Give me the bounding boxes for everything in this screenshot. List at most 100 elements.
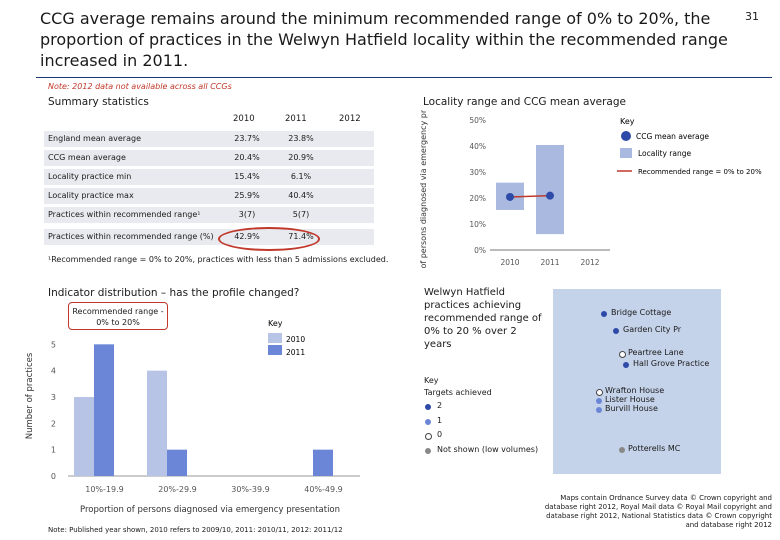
cell-value: 20.9% — [288, 153, 314, 162]
key-mean-swatch — [621, 131, 631, 141]
practice-label: Peartree Lane — [628, 348, 684, 357]
bottom-note: Note: Published year shown, 2010 refers … — [48, 526, 343, 534]
map-key-item: 0 — [437, 430, 443, 439]
cell-value: 20.4% — [234, 153, 260, 162]
indicator-heading: Indicator distribution – has the profile… — [48, 287, 300, 299]
indicator-bar-2011 — [313, 449, 333, 476]
indicator-ylabel: Number of practices — [25, 352, 35, 439]
locality-mean-point — [546, 191, 554, 200]
locality-xtick: 2012 — [580, 258, 599, 267]
key-2010-swatch — [268, 333, 282, 343]
locality-range-bar — [536, 144, 564, 235]
practice-dot — [601, 311, 607, 317]
practice-label: Hall Grove Practice — [633, 359, 710, 368]
table-footnote: ¹Recommended range = 0% to 20%, practice… — [48, 255, 389, 264]
practice-dot — [619, 351, 626, 358]
col-header-2011: 2011 — [285, 114, 307, 124]
data-note: Note: 2012 data not available across all… — [48, 82, 232, 91]
indicator-ytick: 5 — [51, 340, 56, 349]
practice-dot — [613, 328, 619, 334]
indicator-bar-2010 — [147, 370, 167, 476]
practice-dot — [596, 407, 602, 413]
practice-label: Bridge Cottage — [611, 308, 672, 317]
page-number: 31 — [745, 10, 759, 23]
indicator-chart: Number of practices 0 1 2 3 4 5 10%-19.9 20%-29… — [20, 300, 380, 525]
col-header-2010: 2010 — [233, 114, 255, 124]
practice-label: Lister House — [605, 395, 655, 404]
locality-map: Bridge Cottage Garden City Pr Peartree L… — [553, 289, 721, 474]
map-key-item: 2 — [437, 401, 443, 410]
title-divider — [36, 77, 772, 78]
practice-dot — [623, 362, 629, 368]
locality-ytick: 50% — [469, 116, 486, 125]
row-label: Practices within recommended range (%) — [48, 232, 214, 241]
table-row: Locality practice min 15.4% 6.1% — [44, 169, 374, 185]
practice-label: Garden City Pr — [623, 325, 682, 334]
practice-dot — [619, 447, 625, 453]
recommended-range-callout: Recommended range - 0% to 20% — [68, 302, 168, 330]
locality-heading: Locality range and CCG mean average — [423, 96, 626, 108]
key-mean-label: CCG mean average — [636, 132, 709, 141]
row-label: Practices within recommended range¹ — [48, 210, 201, 219]
maps-credit: Maps contain Ordnance Survey data © Crow… — [544, 494, 772, 529]
table-row: Practices within recommended range¹ 3(7)… — [44, 207, 374, 223]
col-header-2012: 2012 — [339, 114, 361, 124]
locality-key-title: Key — [620, 117, 635, 126]
indicator-bar-2011 — [94, 344, 114, 476]
practice-dot — [596, 389, 603, 396]
indicator-xtick: 10%-19.9 — [85, 485, 123, 494]
practice-label: Wrafton House — [605, 386, 665, 395]
indicator-key-title: Key — [268, 319, 283, 328]
locality-ytick: 20% — [469, 194, 486, 203]
locality-ytick: 30% — [469, 168, 486, 177]
key-dot-not-shown — [425, 448, 431, 454]
key-dot-1 — [425, 419, 431, 425]
cell-value: 40.4% — [288, 191, 314, 200]
map-key-title: Key — [424, 376, 439, 385]
key-range-label: Locality range — [638, 149, 691, 158]
indicator-bar-2011 — [167, 449, 187, 476]
locality-mean-point — [506, 192, 514, 201]
table-row: Practices within recommended range (%) 4… — [44, 229, 374, 245]
key-dot-0 — [425, 433, 432, 440]
locality-ylabel: Proportion of persons diagnosed via emer… — [419, 110, 428, 270]
indicator-ytick: 2 — [51, 419, 56, 428]
row-label: England mean average — [48, 134, 141, 143]
locality-ytick: 10% — [469, 220, 486, 229]
summary-heading: Summary statistics — [48, 96, 149, 108]
indicator-ytick: 1 — [51, 446, 56, 455]
row-label: Locality practice max — [48, 191, 134, 200]
practice-label: Burvill House — [605, 404, 658, 413]
practice-dot — [596, 398, 602, 404]
indicator-bar-2010 — [74, 397, 94, 476]
cell-value: 6.1% — [290, 172, 312, 181]
row-label: CCG mean average — [48, 153, 126, 162]
table-row: CCG mean average 20.4% 20.9% — [44, 150, 374, 166]
indicator-chart-svg: Number of practices 0 1 2 3 4 5 10%-19.9 20%-29… — [25, 319, 360, 515]
table-row: England mean average 23.7% 23.8% — [44, 131, 374, 147]
map-key-subtitle: Targets achieved — [424, 388, 492, 397]
key-2011-label: 2011 — [286, 348, 305, 357]
table-row: Locality practice max 25.9% 40.4% — [44, 188, 374, 204]
map-key-item: 1 — [437, 416, 443, 425]
cell-value: 5(7) — [292, 210, 310, 219]
cell-value: 23.8% — [288, 134, 314, 143]
indicator-xtick: 20%-29.9 — [158, 485, 196, 494]
locality-xtick: 2011 — [540, 258, 559, 267]
page-title: CCG average remains around the minimum r… — [40, 9, 728, 70]
key-dot-2 — [425, 404, 431, 410]
indicator-ytick: 3 — [51, 393, 56, 402]
key-2010-label: 2010 — [286, 335, 305, 344]
indicator-ytick: 0 — [51, 472, 56, 481]
cell-value: 15.4% — [234, 172, 260, 181]
locality-ytick: 40% — [469, 142, 486, 151]
locality-ytick: 0% — [474, 246, 486, 255]
key-recommended-label: Recommended range = 0% to 20% — [638, 168, 762, 176]
indicator-xtick: 30%-39.9 — [231, 485, 269, 494]
cell-value: 23.7% — [234, 134, 260, 143]
indicator-ytick: 4 — [51, 367, 56, 376]
welwyn-summary: Welwyn Hatfield practices achieving reco… — [424, 287, 542, 350]
indicator-xlabel: Proportion of persons diagnosed via emer… — [80, 505, 340, 515]
locality-xtick: 2010 — [500, 258, 519, 267]
cell-value: 3(7) — [238, 210, 256, 219]
